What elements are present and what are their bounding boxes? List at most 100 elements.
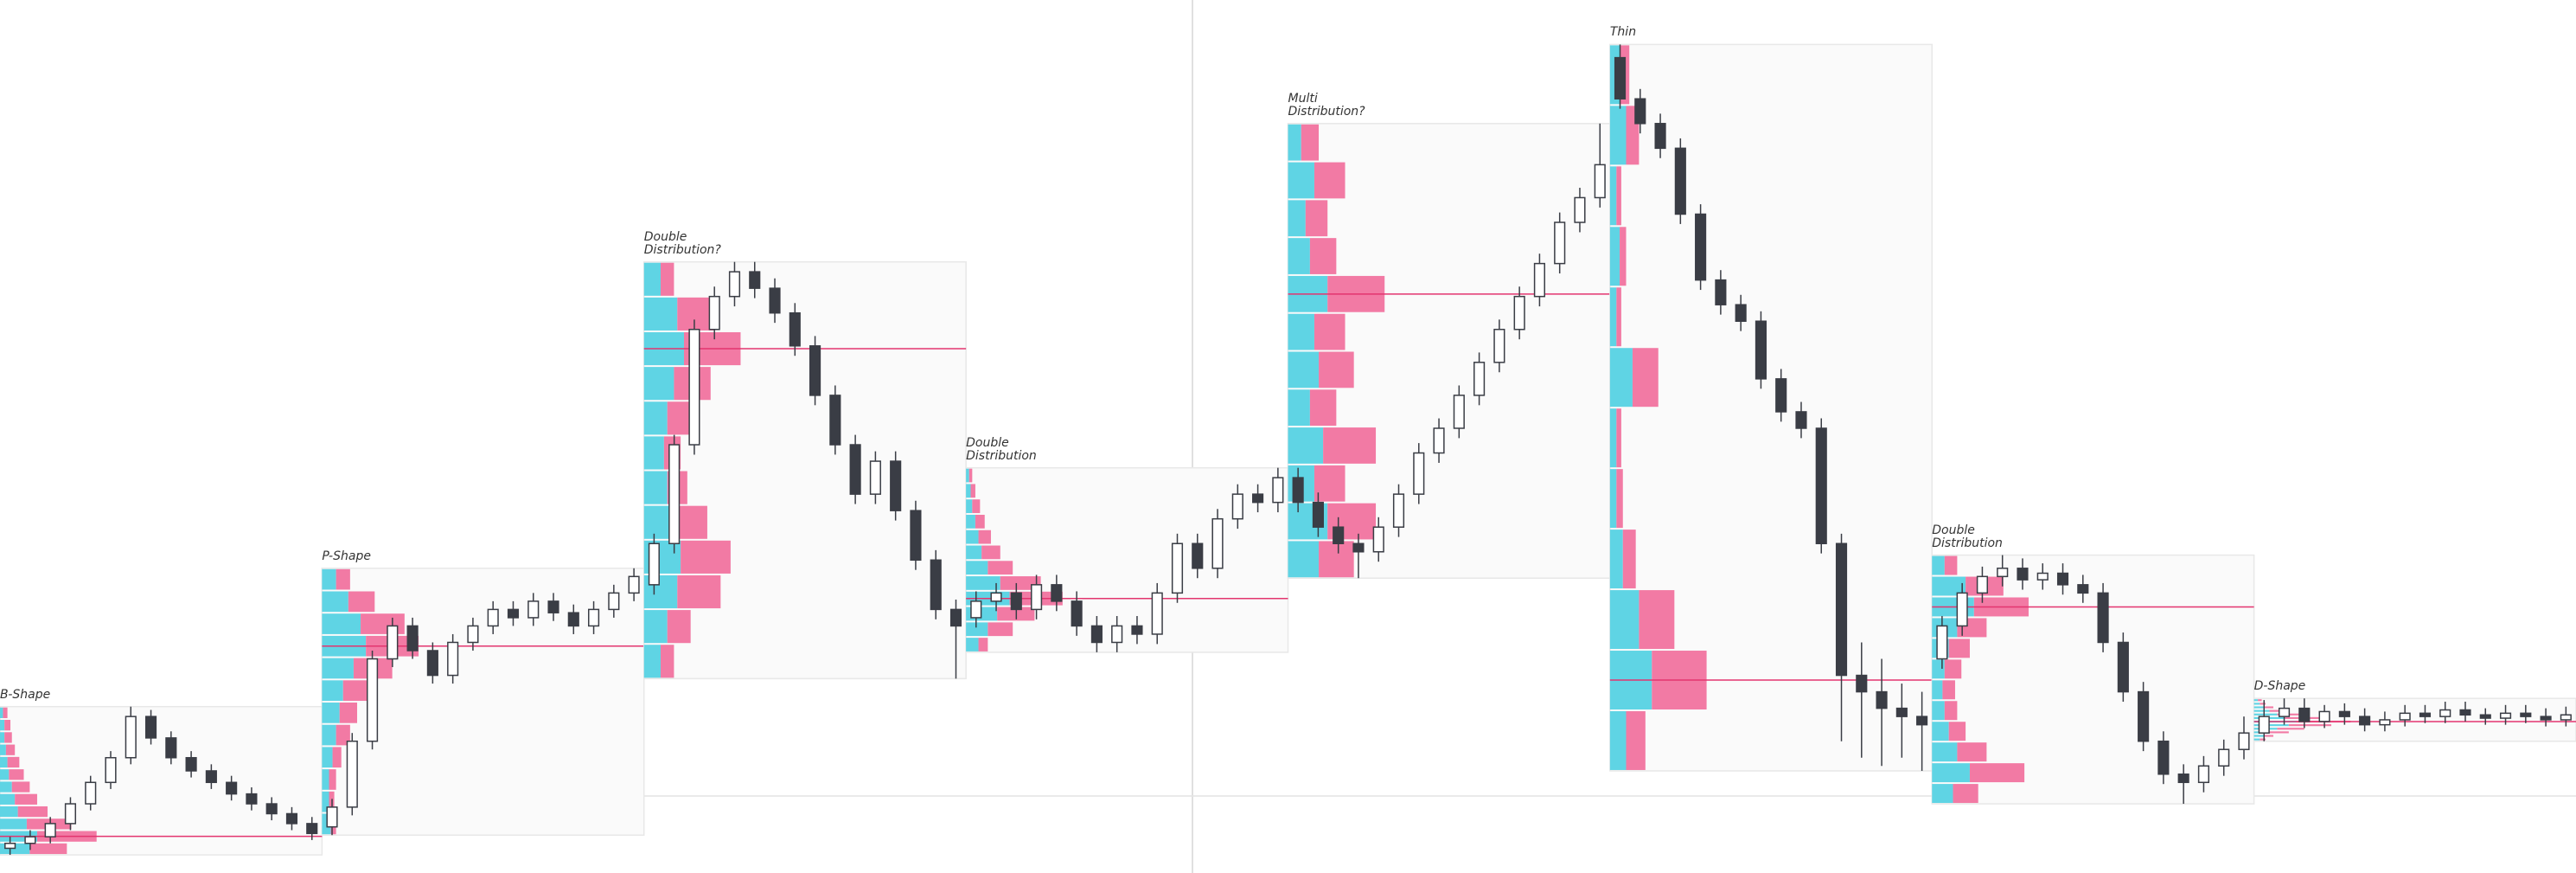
candle-body	[1997, 568, 2009, 578]
candle-body	[1634, 98, 1646, 125]
candle-body	[2036, 572, 2049, 581]
profile-up-bar	[1288, 541, 1320, 578]
profile-up-bar	[1932, 722, 1949, 741]
profile-down-bar	[661, 645, 674, 678]
candle-body	[1876, 690, 1888, 709]
profile-up-bar	[966, 530, 979, 544]
candle-body	[1453, 395, 1465, 429]
candle-body	[910, 510, 922, 562]
candle-body	[789, 311, 801, 347]
profile-up-bar	[0, 719, 5, 731]
profile-down-bar	[1639, 590, 1675, 650]
profile-up-bar	[1609, 348, 1633, 408]
profile-up-bar	[322, 568, 336, 590]
profile-down-bar	[1000, 576, 1041, 590]
candle-body	[366, 658, 379, 742]
profile-up-bar	[322, 613, 361, 634]
profile-up-bar	[1932, 576, 1966, 596]
candle-body	[1413, 452, 1425, 495]
candle-body	[1856, 674, 1868, 693]
profile-down-bar	[1944, 659, 1962, 679]
candle-body	[527, 600, 540, 619]
profile-up-bar	[322, 658, 354, 679]
profile-up-bar	[966, 638, 979, 652]
profile-up-bar	[643, 401, 668, 435]
candle-body	[2157, 740, 2170, 775]
candle-body	[467, 625, 479, 644]
candle-body	[246, 793, 258, 805]
profile-down-bar	[1301, 124, 1320, 161]
profile-up-bar	[1609, 711, 1627, 770]
candle-body	[1614, 56, 1627, 99]
profile-up-bar	[2253, 713, 2278, 716]
profile-down-bar	[988, 561, 1013, 575]
candle-body	[1976, 575, 1989, 594]
profile-down-bar	[17, 806, 48, 818]
candle-body	[487, 608, 499, 627]
profile-up-bar	[1609, 530, 1623, 589]
candle-body	[829, 395, 841, 446]
candle-body	[2439, 709, 2451, 717]
profile-up-bar	[322, 769, 329, 790]
profile-down-bar	[15, 793, 37, 805]
section-label: Multi Distribution?	[1288, 91, 1365, 119]
profile-down-bar	[1323, 427, 1377, 464]
candle-body	[346, 740, 358, 808]
profile-up-bar	[0, 793, 16, 805]
section-label: Double Distribution	[966, 435, 1037, 463]
candle-body	[567, 612, 579, 627]
profile-up-bar	[966, 499, 973, 513]
profile-up-bar	[1932, 742, 1958, 762]
candle-body	[2298, 707, 2311, 722]
candle-body	[285, 812, 298, 825]
candle-body	[1674, 147, 1686, 215]
candle-body	[869, 460, 881, 495]
candle-body	[1936, 625, 1948, 660]
profile-up-bar	[1609, 287, 1617, 347]
profile-up-bar	[0, 707, 3, 718]
candle-body	[447, 641, 459, 677]
profile-up-bar	[1288, 162, 1314, 199]
profile-up-bar	[1288, 389, 1310, 427]
profile-down-bar	[336, 568, 350, 590]
candle-body	[849, 444, 861, 495]
profile-down-bar	[1622, 530, 1636, 589]
profile-down-bar	[978, 530, 991, 544]
profile-down-bar	[342, 680, 368, 702]
profile-up-bar	[0, 781, 12, 793]
candle-body	[749, 271, 761, 289]
profile-up-bar	[966, 576, 1000, 590]
profile-down-bar	[2260, 703, 2266, 705]
candle-body	[165, 737, 177, 759]
candle-body	[890, 460, 902, 511]
candle-body	[2379, 719, 2391, 726]
profile-down-bar	[988, 622, 1013, 637]
profile-down-bar	[1957, 742, 1987, 762]
candle-body	[628, 575, 640, 594]
profile-down-bar	[661, 262, 674, 296]
candle-body	[1151, 592, 1163, 635]
profile-up-bar	[0, 744, 6, 755]
candle-body	[1031, 584, 1043, 611]
profile-up-bar	[1932, 555, 1945, 575]
candle-body	[205, 770, 217, 784]
profile-up-bar	[2253, 699, 2259, 702]
profile-up-bar	[966, 484, 971, 498]
profile-up-bar	[322, 591, 348, 613]
profile-down-bar	[1305, 200, 1328, 237]
profile-down-bar	[1616, 408, 1621, 468]
candle-body	[2540, 716, 2552, 721]
profile-up-bar	[1288, 313, 1314, 350]
profile-down-bar	[1616, 469, 1623, 529]
profile-down-bar	[2288, 724, 2331, 727]
candle-body	[1312, 501, 1324, 528]
profile-up-bar	[0, 756, 8, 768]
profile-down-bar	[2263, 706, 2273, 709]
profile-up-bar	[966, 561, 988, 575]
profile-up-bar	[1609, 227, 1620, 286]
candle-body	[1956, 592, 1968, 627]
profile-up-bar	[2253, 709, 2270, 712]
profile-down-bar	[4, 719, 11, 731]
profile-up-bar	[966, 468, 969, 483]
